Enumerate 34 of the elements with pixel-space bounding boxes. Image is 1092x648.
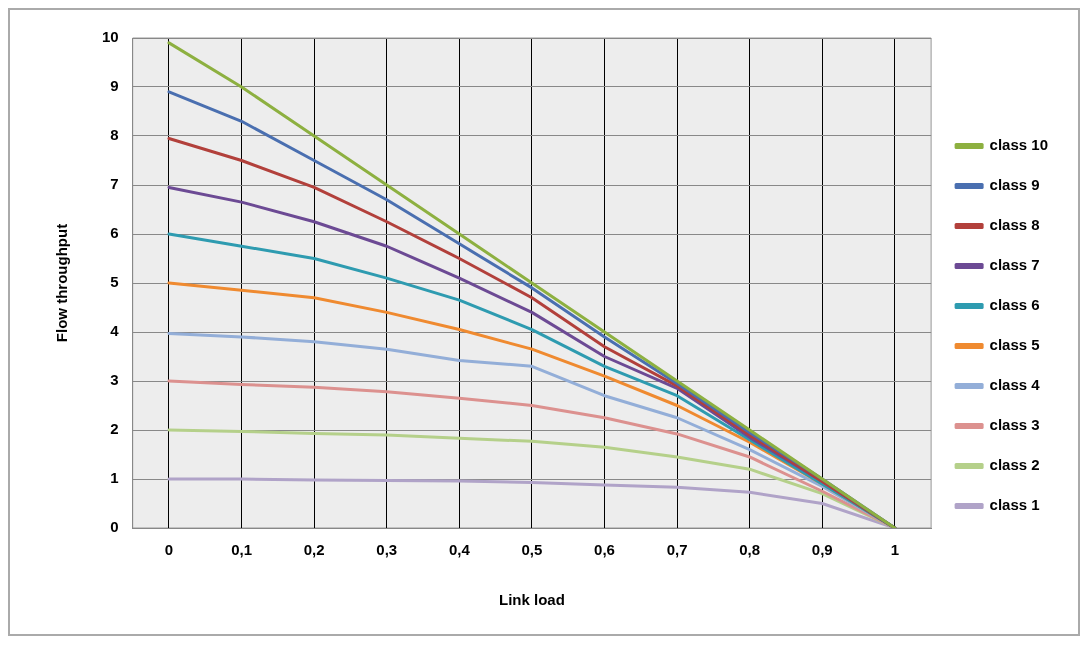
x-tick-label: 0	[164, 541, 174, 559]
x-tick-label: 0,3	[376, 541, 398, 559]
y-tick-label: 4	[110, 322, 120, 340]
y-tick-label: 1	[110, 469, 119, 487]
legend-label: class 10	[989, 136, 1048, 154]
legend-label: class 5	[989, 336, 1040, 354]
x-tick-label: 0,1	[231, 541, 252, 559]
x-tick-label: 0,8	[739, 541, 761, 559]
legend-label: class 9	[989, 176, 1040, 194]
x-tick-label: 1	[890, 541, 899, 559]
y-tick-label: 9	[110, 77, 119, 95]
legend-label: class 2	[989, 456, 1040, 474]
legend-label: class 7	[989, 256, 1040, 274]
x-tick-label: 0,7	[666, 541, 688, 559]
legend-label: class 4	[989, 376, 1041, 394]
legend-label: class 6	[989, 296, 1040, 314]
y-tick-label: 7	[110, 175, 119, 193]
legend-label: class 8	[989, 216, 1040, 234]
x-tick-label: 0,9	[811, 541, 833, 559]
x-axis-title: Link load	[498, 591, 565, 609]
y-tick-label: 5	[110, 273, 119, 291]
y-tick-label: 6	[110, 224, 119, 242]
x-tick-label: 0,6	[594, 541, 615, 559]
y-tick-label: 10	[102, 28, 119, 46]
x-tick-label: 0,2	[303, 541, 325, 559]
x-tick-label: 0,5	[521, 541, 543, 559]
x-tick-label: 0,4	[448, 541, 471, 559]
legend-label: class 1	[989, 496, 1040, 514]
legend-label: class 3	[989, 416, 1040, 434]
y-tick-label: 3	[110, 371, 119, 389]
y-tick-label: 2	[110, 420, 119, 438]
y-tick-label: 8	[110, 126, 119, 144]
y-tick-label: 0	[110, 518, 119, 536]
y-axis-title: Flow throughput	[53, 223, 71, 343]
